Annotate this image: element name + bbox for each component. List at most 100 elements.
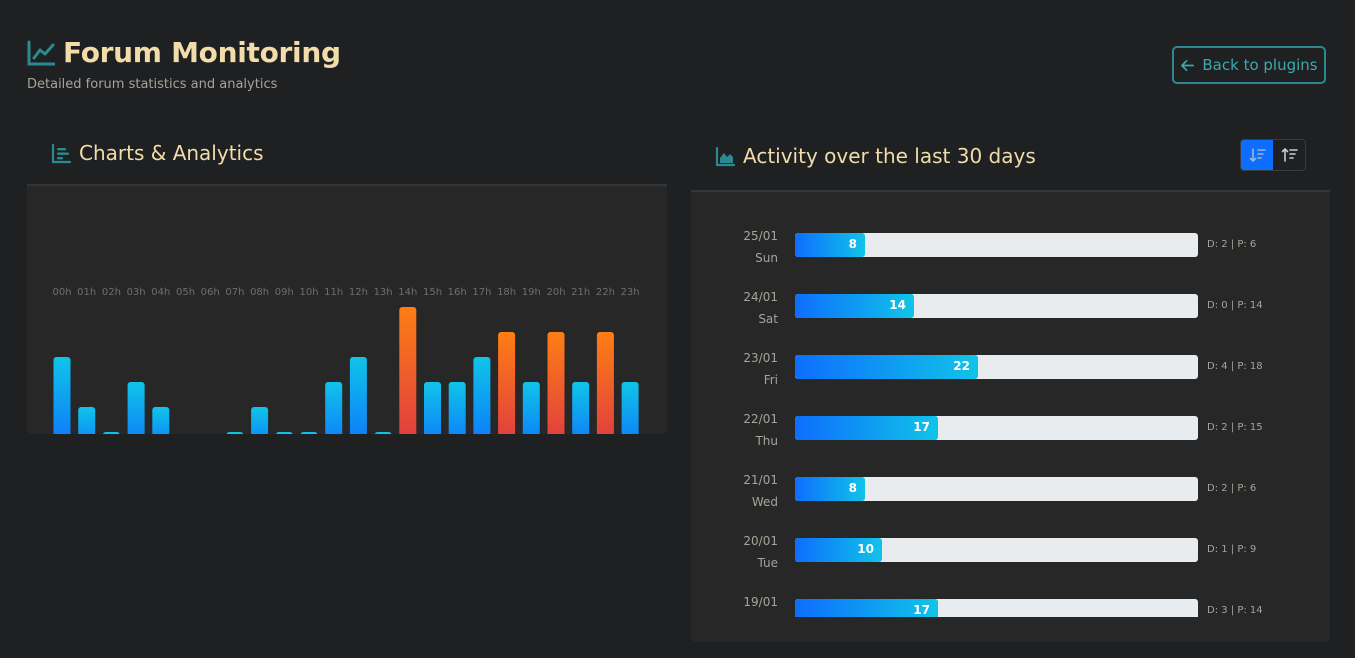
day-weekday: Tue bbox=[757, 556, 779, 570]
day-progress-fill bbox=[795, 416, 938, 440]
hour-tick-label: 22h bbox=[596, 287, 615, 298]
day-count: 17 bbox=[913, 603, 930, 617]
hour-bar[interactable] bbox=[399, 307, 417, 434]
hour-bar[interactable] bbox=[522, 382, 540, 434]
hourly-chart-area: 00h 01h 02h 03h 04h 05h 06h 07h 08h 09h 10h 11h 12h 1… bbox=[27, 186, 667, 434]
arrow-left-icon bbox=[1181, 59, 1195, 71]
charts-card: Charts & Analytics 00h 01h 02h 03h 04h 05h 06h… bbox=[27, 138, 667, 434]
activity-day-row[interactable]: 23/01 Fri 22 D: 4 | P: 18 bbox=[691, 351, 1330, 416]
hour-tick-label: 01h bbox=[77, 287, 96, 298]
day-progress-track: 22 bbox=[795, 355, 1198, 379]
activity-day-row[interactable]: 25/01 Sun 8 D: 2 | P: 6 bbox=[691, 229, 1330, 294]
hour-bar[interactable] bbox=[152, 407, 170, 434]
hour-tick-label: 00h bbox=[52, 287, 71, 298]
sort-asc-button[interactable] bbox=[1273, 140, 1305, 170]
hour-bar[interactable] bbox=[300, 432, 318, 434]
chart-bars-icon bbox=[51, 144, 71, 164]
hour-bar[interactable] bbox=[596, 332, 614, 434]
charts-card-title: Charts & Analytics bbox=[79, 141, 264, 165]
day-count: 14 bbox=[889, 298, 906, 312]
hour-bar[interactable] bbox=[53, 357, 71, 434]
hour-bar[interactable] bbox=[127, 382, 145, 434]
back-to-plugins-button[interactable]: Back to plugins bbox=[1172, 46, 1326, 84]
chart-area-icon bbox=[715, 147, 735, 167]
back-to-plugins-label: Back to plugins bbox=[1202, 56, 1318, 74]
activity-day-row[interactable]: 24/01 Sat 14 D: 0 | P: 14 bbox=[691, 290, 1330, 355]
hour-tick-label: 05h bbox=[176, 287, 195, 298]
hour-tick-label: 15h bbox=[423, 287, 442, 298]
hour-bar[interactable] bbox=[325, 382, 343, 434]
hour-tick-label: 23h bbox=[621, 287, 640, 298]
hour-bar[interactable] bbox=[103, 432, 120, 434]
day-progress-track: 8 bbox=[795, 477, 1198, 501]
hour-bar[interactable] bbox=[275, 432, 293, 434]
hour-tick-label: 13h bbox=[374, 287, 393, 298]
hour-bar[interactable] bbox=[473, 357, 491, 434]
day-detail: D: 2 | P: 15 bbox=[1207, 422, 1263, 433]
day-progress-fill bbox=[795, 355, 978, 379]
day-count: 10 bbox=[857, 542, 874, 556]
hour-tick-label: 11h bbox=[324, 287, 343, 298]
activity-day-row[interactable]: 21/01 Wed 8 D: 2 | P: 6 bbox=[691, 473, 1330, 538]
hour-tick-label: 14h bbox=[398, 287, 417, 298]
activity-day-row[interactable]: 19/01Mon17D: 3 | P: 14 bbox=[691, 595, 1330, 617]
charts-card-header: Charts & Analytics bbox=[27, 138, 667, 186]
day-weekday: Sat bbox=[758, 312, 778, 326]
day-date: 24/01 bbox=[743, 290, 778, 304]
hour-bar[interactable] bbox=[349, 357, 367, 434]
day-count: 17 bbox=[913, 420, 930, 434]
activity-day-row[interactable]: 20/01 Tue 10 D: 1 | P: 9 bbox=[691, 534, 1330, 599]
hour-bar[interactable] bbox=[424, 382, 441, 434]
day-progress-fill bbox=[795, 538, 882, 562]
hour-tick-label: 06h bbox=[201, 287, 220, 298]
activity-card-header: Activity over the last 30 days bbox=[691, 138, 1330, 192]
activity-day-row[interactable]: 22/01 Thu 17 D: 2 | P: 15 bbox=[691, 412, 1330, 477]
sort-toggle-group bbox=[1240, 139, 1306, 171]
hour-tick-label: 04h bbox=[151, 287, 170, 298]
chart-line-icon bbox=[27, 40, 55, 66]
day-weekday: Sun bbox=[755, 251, 778, 265]
day-progress-track: 17 bbox=[795, 599, 1198, 617]
hour-tick-label: 21h bbox=[571, 287, 590, 298]
hour-bar[interactable] bbox=[498, 332, 516, 434]
day-detail: D: 4 | P: 18 bbox=[1207, 361, 1263, 372]
hour-bar[interactable] bbox=[251, 407, 269, 434]
day-count: 22 bbox=[953, 359, 970, 373]
hour-bar[interactable] bbox=[374, 432, 392, 434]
activity-card: Activity over the last 30 days 25/01 Sun 8… bbox=[691, 138, 1330, 642]
activity-list[interactable]: 25/01 Sun 8 D: 2 | P: 6 24/01 Sat 14 D: 0 | P: … bbox=[691, 192, 1330, 617]
day-date: 25/01 bbox=[743, 229, 778, 243]
hour-tick-label: 07h bbox=[225, 287, 244, 298]
hour-tick-label: 08h bbox=[250, 287, 269, 298]
day-weekday: Fri bbox=[763, 373, 778, 387]
day-progress-track: 8 bbox=[795, 233, 1198, 257]
day-date: 19/01 bbox=[743, 595, 778, 609]
hour-bar[interactable] bbox=[572, 382, 590, 434]
hour-tick-label: 12h bbox=[349, 287, 368, 298]
day-progress-fill bbox=[795, 233, 865, 257]
day-progress-track: 14 bbox=[795, 294, 1198, 318]
day-progress-track: 10 bbox=[795, 538, 1198, 562]
day-detail: D: 2 | P: 6 bbox=[1207, 239, 1257, 250]
hour-tick-label: 16h bbox=[448, 287, 467, 298]
sort-desc-button[interactable] bbox=[1241, 140, 1273, 170]
hour-tick-label: 17h bbox=[472, 287, 491, 298]
sort-asc-icon bbox=[1281, 147, 1298, 162]
hour-tick-label: 20h bbox=[546, 287, 565, 298]
day-progress-fill bbox=[795, 477, 865, 501]
day-date: 20/01 bbox=[743, 534, 778, 548]
day-detail: D: 0 | P: 14 bbox=[1207, 300, 1263, 311]
hour-bar[interactable] bbox=[448, 382, 466, 434]
hour-bar[interactable] bbox=[621, 382, 639, 434]
hour-tick-label: 03h bbox=[127, 287, 146, 298]
day-date: 23/01 bbox=[743, 351, 778, 365]
day-date: 21/01 bbox=[743, 473, 778, 487]
hour-tick-label: 09h bbox=[275, 287, 294, 298]
hour-bar[interactable] bbox=[78, 407, 96, 434]
day-detail: D: 2 | P: 6 bbox=[1207, 483, 1257, 494]
hour-tick-label: 19h bbox=[522, 287, 541, 298]
hour-bar[interactable] bbox=[547, 332, 565, 434]
hour-bar[interactable] bbox=[226, 432, 244, 434]
day-weekday: Wed bbox=[751, 495, 778, 509]
day-count: 8 bbox=[848, 237, 857, 251]
